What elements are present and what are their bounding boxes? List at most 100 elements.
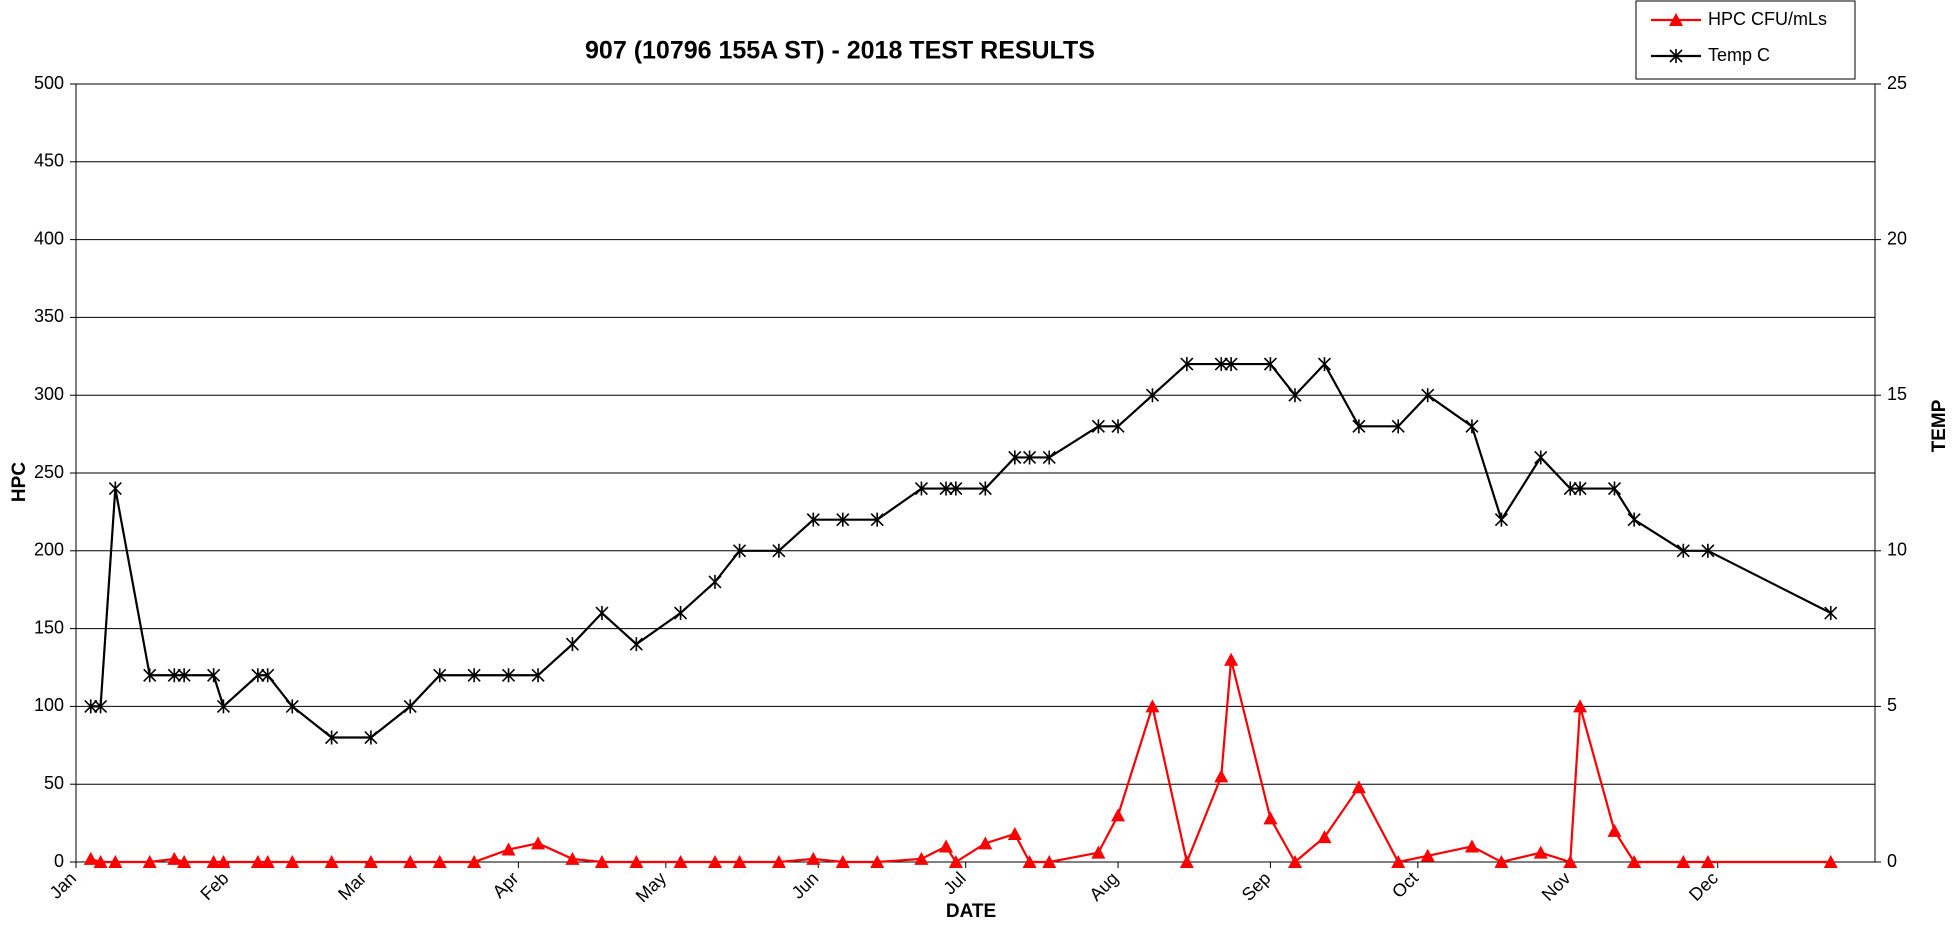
asterisk-marker	[870, 512, 884, 527]
triangle-marker	[1022, 855, 1037, 868]
triangle-marker	[1179, 855, 1194, 868]
asterisk-marker	[1224, 357, 1238, 372]
asterisk-marker	[251, 668, 265, 683]
asterisk-marker	[978, 481, 992, 496]
y2-tick-label: 10	[1887, 540, 1907, 560]
y-axis-title: HPC	[9, 462, 30, 502]
asterisk-marker	[1669, 49, 1683, 63]
y2-axis-title: TEMP	[1929, 399, 1950, 452]
asterisk-marker	[261, 668, 275, 683]
triangle-marker	[1627, 855, 1642, 868]
triangle-marker	[1091, 845, 1106, 859]
asterisk-marker	[1352, 419, 1366, 434]
triangle-marker	[806, 851, 821, 865]
y-tick-label: 450	[34, 151, 64, 171]
asterisk-marker	[1214, 357, 1228, 372]
triangle-marker	[835, 855, 850, 868]
triangle-marker	[1317, 830, 1332, 844]
triangle-marker	[531, 836, 546, 850]
y-tick-label: 100	[34, 695, 64, 715]
asterisk-marker	[1494, 512, 1509, 527]
asterisk-marker	[1573, 481, 1587, 496]
y-tick-label: 400	[34, 228, 64, 248]
triangle-marker	[1700, 855, 1715, 868]
x-tick-label: Sep	[1238, 868, 1275, 905]
asterisk-marker	[1091, 419, 1105, 434]
asterisk-marker	[595, 606, 609, 621]
asterisk-marker	[1421, 388, 1435, 403]
asterisk-marker	[1317, 357, 1332, 372]
y-tick-label: 500	[34, 73, 64, 93]
asterisk-marker	[1008, 450, 1022, 465]
x-tick-label: Dec	[1685, 868, 1722, 905]
triangle-marker	[1533, 845, 1548, 859]
asterisk-marker	[167, 668, 181, 683]
y2-tick-label: 5	[1887, 695, 1897, 715]
x-tick-label: Jun	[788, 868, 823, 903]
triangle-marker	[177, 855, 192, 868]
y-tick-label: 300	[34, 384, 64, 404]
asterisk-marker	[94, 699, 108, 714]
triangle-marker	[1391, 855, 1406, 868]
asterisk-marker	[1465, 419, 1479, 434]
triangle-marker	[1287, 855, 1302, 868]
triangle-marker	[1351, 780, 1366, 794]
triangle-marker	[1563, 855, 1578, 868]
x-tick-label: Jul	[939, 868, 969, 898]
triangle-marker	[939, 839, 954, 853]
x-axis-title: DATE	[946, 901, 996, 922]
triangle-marker	[565, 851, 580, 865]
asterisk-marker	[467, 668, 481, 683]
x-tick-label: Mar	[334, 868, 370, 904]
triangle-marker	[1573, 699, 1588, 713]
asterisk-marker	[325, 730, 339, 745]
triangle-marker	[1464, 839, 1479, 853]
asterisk-marker	[1627, 512, 1641, 527]
triangle-marker	[1042, 855, 1057, 868]
y2-tick-label: 15	[1887, 384, 1907, 404]
asterisk-marker	[216, 699, 231, 714]
triangle-marker	[1145, 699, 1160, 713]
triangle-marker	[260, 855, 275, 868]
asterisk-marker	[177, 668, 191, 683]
x-tick-label: Apr	[489, 868, 523, 902]
triangle-marker	[629, 855, 644, 868]
asterisk-marker	[565, 637, 580, 652]
chart-title: 907 (10796 155A ST) - 2018 TEST RESULTS	[585, 37, 1095, 65]
series-line	[90, 659, 1831, 866]
asterisk-marker	[939, 481, 953, 496]
x-tick-label: Nov	[1538, 868, 1575, 905]
y-tick-label: 150	[34, 617, 64, 637]
triangle-marker	[250, 855, 265, 868]
asterisk-marker	[1607, 481, 1622, 496]
asterisk-marker	[1824, 606, 1838, 621]
triangle-marker	[1420, 848, 1435, 862]
asterisk-marker	[674, 606, 688, 621]
asterisk-marker	[285, 699, 299, 714]
asterisk-marker	[1263, 357, 1277, 372]
asterisk-marker	[914, 481, 928, 496]
y-tick-label: 50	[44, 773, 64, 793]
y-tick-label: 0	[54, 851, 64, 871]
asterisk-marker	[1180, 357, 1194, 372]
asterisk-marker	[733, 543, 747, 558]
asterisk-marker	[1288, 388, 1302, 403]
triangle-marker	[1823, 855, 1838, 868]
triangle-marker	[108, 855, 123, 868]
x-tick-label: Aug	[1085, 868, 1122, 905]
asterisk-marker	[531, 668, 545, 683]
asterisk-marker	[143, 668, 157, 683]
triangle-marker	[1669, 13, 1683, 26]
triangle-marker	[771, 855, 786, 868]
legend-box	[1635, 0, 1856, 80]
x-tick-label: Feb	[196, 868, 232, 904]
y-tick-label: 350	[34, 306, 64, 326]
triangle-marker	[914, 851, 929, 865]
triangle-marker	[1007, 826, 1022, 840]
triangle-marker	[1676, 855, 1691, 868]
asterisk-marker	[1563, 481, 1577, 496]
asterisk-marker	[629, 637, 643, 652]
asterisk-marker	[1145, 388, 1160, 403]
triangle-marker	[707, 855, 722, 868]
